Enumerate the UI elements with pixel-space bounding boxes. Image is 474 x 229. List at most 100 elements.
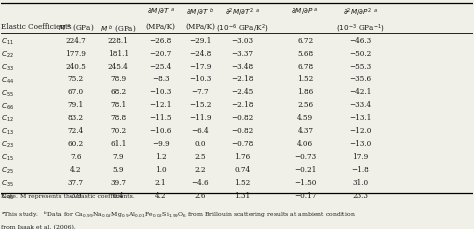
Text: 75.2: 75.2 — [68, 76, 84, 83]
Text: 177.9: 177.9 — [65, 50, 86, 58]
Text: 68.2: 68.2 — [110, 88, 126, 96]
Text: 1.52: 1.52 — [235, 179, 251, 187]
Text: $\partial^2 M/\partial P^{2}\ ^a$: $\partial^2 M/\partial P^{2}\ ^a$ — [343, 6, 378, 19]
Text: −12.0: −12.0 — [349, 127, 372, 135]
Text: −25.4: −25.4 — [149, 63, 172, 71]
Text: $^a$This study.   $^b$Data for Ca$_{0.99}$Na$_{0.02}$Mg$_{0.9}$Al$_{0.01}$Fe$_{0: $^a$This study. $^b$Data for Ca$_{0.99}$… — [1, 210, 356, 220]
Text: $\partial^2 M/\partial T^{2}\ ^a$: $\partial^2 M/\partial T^{2}\ ^a$ — [225, 6, 260, 19]
Text: 23.3: 23.3 — [353, 192, 368, 200]
Text: −1.50: −1.50 — [294, 179, 317, 187]
Text: 7.9: 7.9 — [112, 153, 124, 161]
Text: 6.4: 6.4 — [112, 192, 124, 200]
Text: −2.18: −2.18 — [231, 76, 254, 83]
Text: 2.5: 2.5 — [194, 153, 206, 161]
Text: $C_{12}$: $C_{12}$ — [1, 114, 14, 124]
Text: 1.86: 1.86 — [297, 88, 313, 96]
Text: −0.17: −0.17 — [294, 192, 317, 200]
Text: −10.3: −10.3 — [149, 88, 172, 96]
Text: 31.0: 31.0 — [352, 179, 368, 187]
Text: −33.4: −33.4 — [349, 101, 372, 109]
Text: 1.76: 1.76 — [235, 153, 251, 161]
Text: 1.31: 1.31 — [235, 192, 251, 200]
Text: 2.2: 2.2 — [194, 166, 206, 174]
Text: 3.9: 3.9 — [70, 192, 82, 200]
Text: 2.56: 2.56 — [297, 101, 313, 109]
Text: 181.1: 181.1 — [108, 50, 129, 58]
Text: −2.18: −2.18 — [231, 101, 254, 109]
Text: $(10^{-3}$ GPa$^{-1})$: $(10^{-3}$ GPa$^{-1})$ — [336, 23, 385, 35]
Text: −17.9: −17.9 — [189, 63, 211, 71]
Text: 2.1: 2.1 — [155, 179, 166, 187]
Text: $C_{55}$: $C_{55}$ — [1, 88, 14, 99]
Text: −26.8: −26.8 — [149, 37, 172, 45]
Text: −4.6: −4.6 — [191, 179, 209, 187]
Text: 39.7: 39.7 — [110, 179, 126, 187]
Text: $\partial M/\partial T\ ^b$: $\partial M/\partial T\ ^b$ — [186, 6, 214, 19]
Text: −46.3: −46.3 — [349, 37, 372, 45]
Text: 72.4: 72.4 — [68, 127, 84, 135]
Text: 5.68: 5.68 — [297, 50, 313, 58]
Text: −10.3: −10.3 — [189, 76, 211, 83]
Text: −0.21: −0.21 — [294, 166, 317, 174]
Text: $\partial M/\partial P\ ^a$: $\partial M/\partial P\ ^a$ — [292, 6, 319, 18]
Text: −3.48: −3.48 — [232, 63, 254, 71]
Text: 78.9: 78.9 — [110, 76, 126, 83]
Text: −11.9: −11.9 — [189, 114, 211, 122]
Text: $C_{35}$: $C_{35}$ — [1, 179, 14, 189]
Text: 245.4: 245.4 — [108, 63, 128, 71]
Text: 1.52: 1.52 — [297, 76, 313, 83]
Text: 70.2: 70.2 — [110, 127, 126, 135]
Text: (MPa/K): (MPa/K) — [185, 23, 215, 31]
Text: $C_{46}$: $C_{46}$ — [1, 192, 15, 202]
Text: −42.1: −42.1 — [349, 88, 372, 96]
Text: 0.74: 0.74 — [235, 166, 251, 174]
Text: 228.1: 228.1 — [108, 37, 128, 45]
Text: 4.37: 4.37 — [297, 127, 313, 135]
Text: −35.6: −35.6 — [349, 76, 372, 83]
Text: −29.1: −29.1 — [189, 37, 211, 45]
Text: $(10^{-6}$ GPa/K$^2)$: $(10^{-6}$ GPa/K$^2)$ — [216, 23, 269, 35]
Text: Elastic Coefficients: Elastic Coefficients — [1, 23, 72, 31]
Text: Note. M represents the elastic coefficients.: Note. M represents the elastic coefficie… — [1, 194, 135, 199]
Text: −3.37: −3.37 — [232, 50, 254, 58]
Text: 61.1: 61.1 — [110, 140, 127, 148]
Text: −13.1: −13.1 — [349, 114, 372, 122]
Text: 0.0: 0.0 — [194, 140, 206, 148]
Text: $C_{25}$: $C_{25}$ — [1, 166, 14, 176]
Text: 4.06: 4.06 — [297, 140, 313, 148]
Text: $C_{66}$: $C_{66}$ — [1, 101, 15, 112]
Text: 224.7: 224.7 — [65, 37, 86, 45]
Text: −0.73: −0.73 — [294, 153, 316, 161]
Text: $M\ ^a$ (GPa): $M\ ^a$ (GPa) — [58, 23, 94, 33]
Text: $C_{11}$: $C_{11}$ — [1, 37, 14, 47]
Text: −6.4: −6.4 — [191, 127, 209, 135]
Text: $C_{22}$: $C_{22}$ — [1, 50, 14, 60]
Text: −8.3: −8.3 — [152, 76, 169, 83]
Text: $M\ ^b$ (GPa): $M\ ^b$ (GPa) — [100, 23, 137, 35]
Text: −55.3: −55.3 — [349, 63, 372, 71]
Text: $C_{13}$: $C_{13}$ — [1, 127, 14, 137]
Text: 2.6: 2.6 — [194, 192, 206, 200]
Text: −50.2: −50.2 — [349, 50, 372, 58]
Text: $C_{33}$: $C_{33}$ — [1, 63, 14, 73]
Text: 78.8: 78.8 — [110, 114, 126, 122]
Text: −0.78: −0.78 — [231, 140, 254, 148]
Text: $C_{15}$: $C_{15}$ — [1, 153, 14, 163]
Text: 6.72: 6.72 — [297, 37, 313, 45]
Text: −3.03: −3.03 — [232, 37, 254, 45]
Text: −10.6: −10.6 — [149, 127, 172, 135]
Text: 240.5: 240.5 — [65, 63, 86, 71]
Text: 83.2: 83.2 — [68, 114, 84, 122]
Text: −24.8: −24.8 — [189, 50, 211, 58]
Text: 4.2: 4.2 — [155, 192, 166, 200]
Text: 4.59: 4.59 — [297, 114, 313, 122]
Text: 1.0: 1.0 — [155, 166, 166, 174]
Text: 78.1: 78.1 — [110, 101, 127, 109]
Text: −20.7: −20.7 — [149, 50, 172, 58]
Text: −2.45: −2.45 — [231, 88, 254, 96]
Text: −1.8: −1.8 — [352, 166, 369, 174]
Text: −9.9: −9.9 — [152, 140, 170, 148]
Text: from Isaak et al. (2006).: from Isaak et al. (2006). — [1, 225, 76, 229]
Text: 17.9: 17.9 — [352, 153, 369, 161]
Text: 4.2: 4.2 — [70, 166, 82, 174]
